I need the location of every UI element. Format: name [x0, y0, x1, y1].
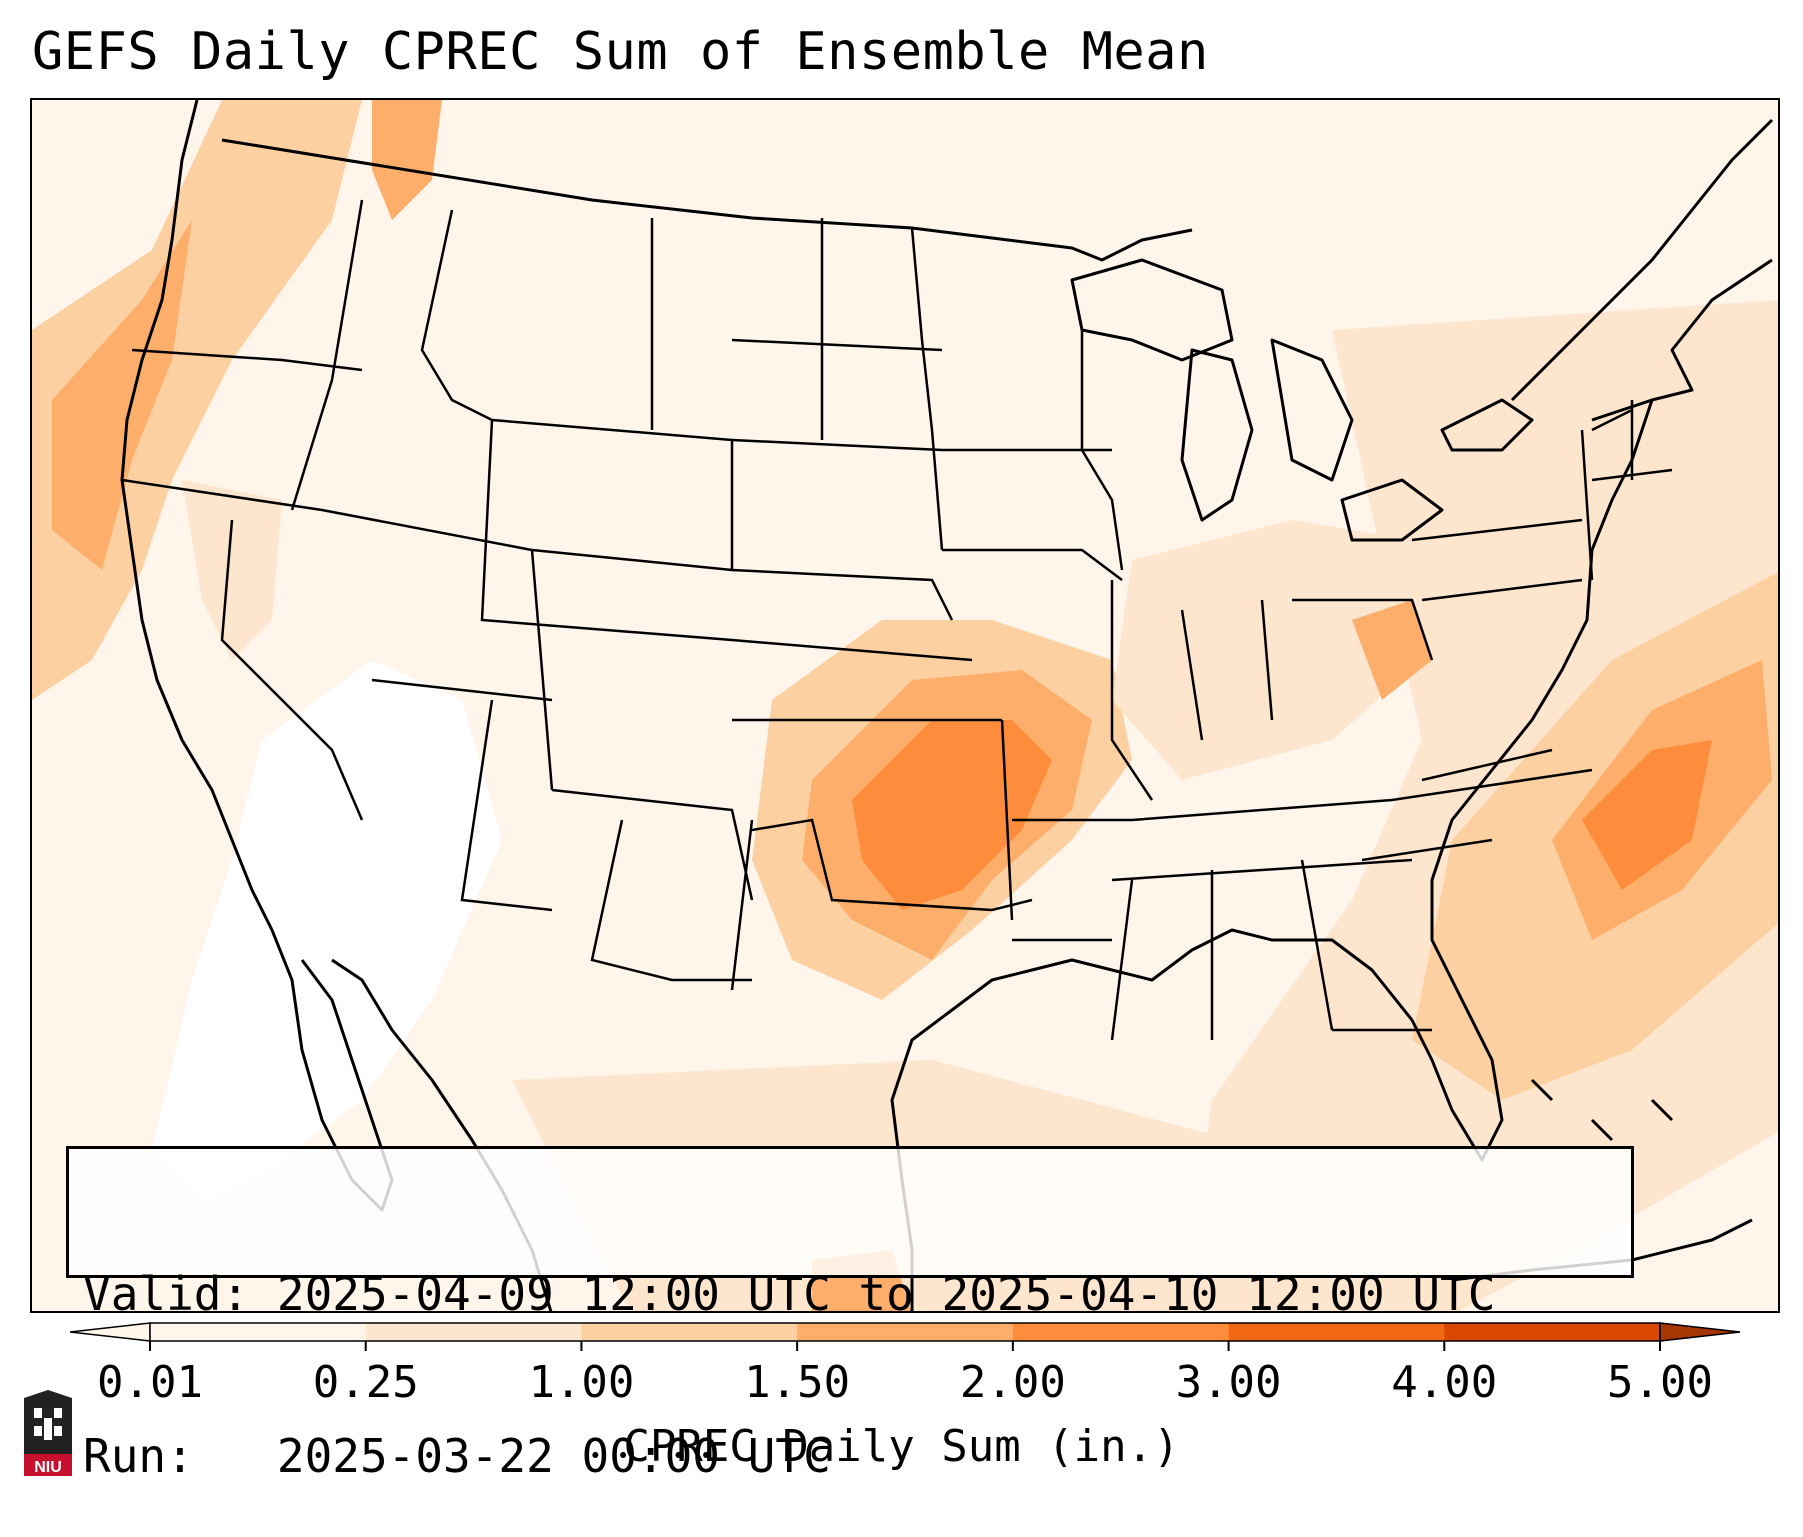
precip-shading [32, 100, 1778, 1311]
run-value: 2025-03-22 00:00 UTC [276, 1429, 831, 1483]
colorbar-segment [1012, 1323, 1230, 1341]
colorbar-tick-label: 5.00 [1607, 1357, 1713, 1408]
valid-run-box: Valid: 2025-04-09 12:00 UTC to 2025-04-1… [66, 1146, 1634, 1483]
colorbar-outline [149, 1322, 1661, 1342]
valid-line: Valid: 2025-04-09 12:00 UTC to 2025-04-1… [83, 1267, 1617, 1321]
colorbar-tick-label: 4.00 [1391, 1357, 1498, 1408]
colorbar-tick-label: 2.00 [959, 1357, 1066, 1408]
valid-label: Valid: [83, 1267, 250, 1321]
colorbar-tick-label: 0.25 [312, 1357, 419, 1408]
colorbar-tick-label: 3.00 [1175, 1357, 1282, 1408]
colorbar-label: CPREC Daily Sum (in.) [623, 1421, 1180, 1472]
colorbar-tick-label: 1.50 [744, 1357, 851, 1408]
valid-value: 2025-04-09 12:00 UTC to 2025-04-10 12:00… [276, 1267, 1496, 1321]
map-panel[interactable] [30, 98, 1780, 1313]
colorbar-segment [365, 1323, 582, 1341]
colorbar-segment [581, 1323, 798, 1341]
colorbar-segment [1444, 1323, 1661, 1341]
logo-text: NIU [34, 1459, 62, 1476]
colorbar [70, 1322, 1741, 1351]
colorbar-extend-min [70, 1322, 151, 1342]
colorbar-segment [1228, 1323, 1445, 1341]
map-title: GEFS Daily CPREC Sum of Ensemble Mean [32, 22, 1209, 82]
colorbar-tick-label: 0.01 [97, 1357, 203, 1408]
niu-logo: NIU [24, 1390, 72, 1476]
precip-map[interactable] [32, 100, 1780, 1313]
colorbar-tick-label: 1.00 [528, 1357, 635, 1408]
run-label: Run: [83, 1429, 194, 1483]
state-boundaries [121, 199, 1673, 1041]
run-line: Run: 2025-03-22 00:00 UTC [83, 1429, 1617, 1483]
colorbar-segment [150, 1323, 367, 1341]
colorbar-segment [797, 1323, 1014, 1341]
colorbar-extend-max [1659, 1322, 1741, 1342]
